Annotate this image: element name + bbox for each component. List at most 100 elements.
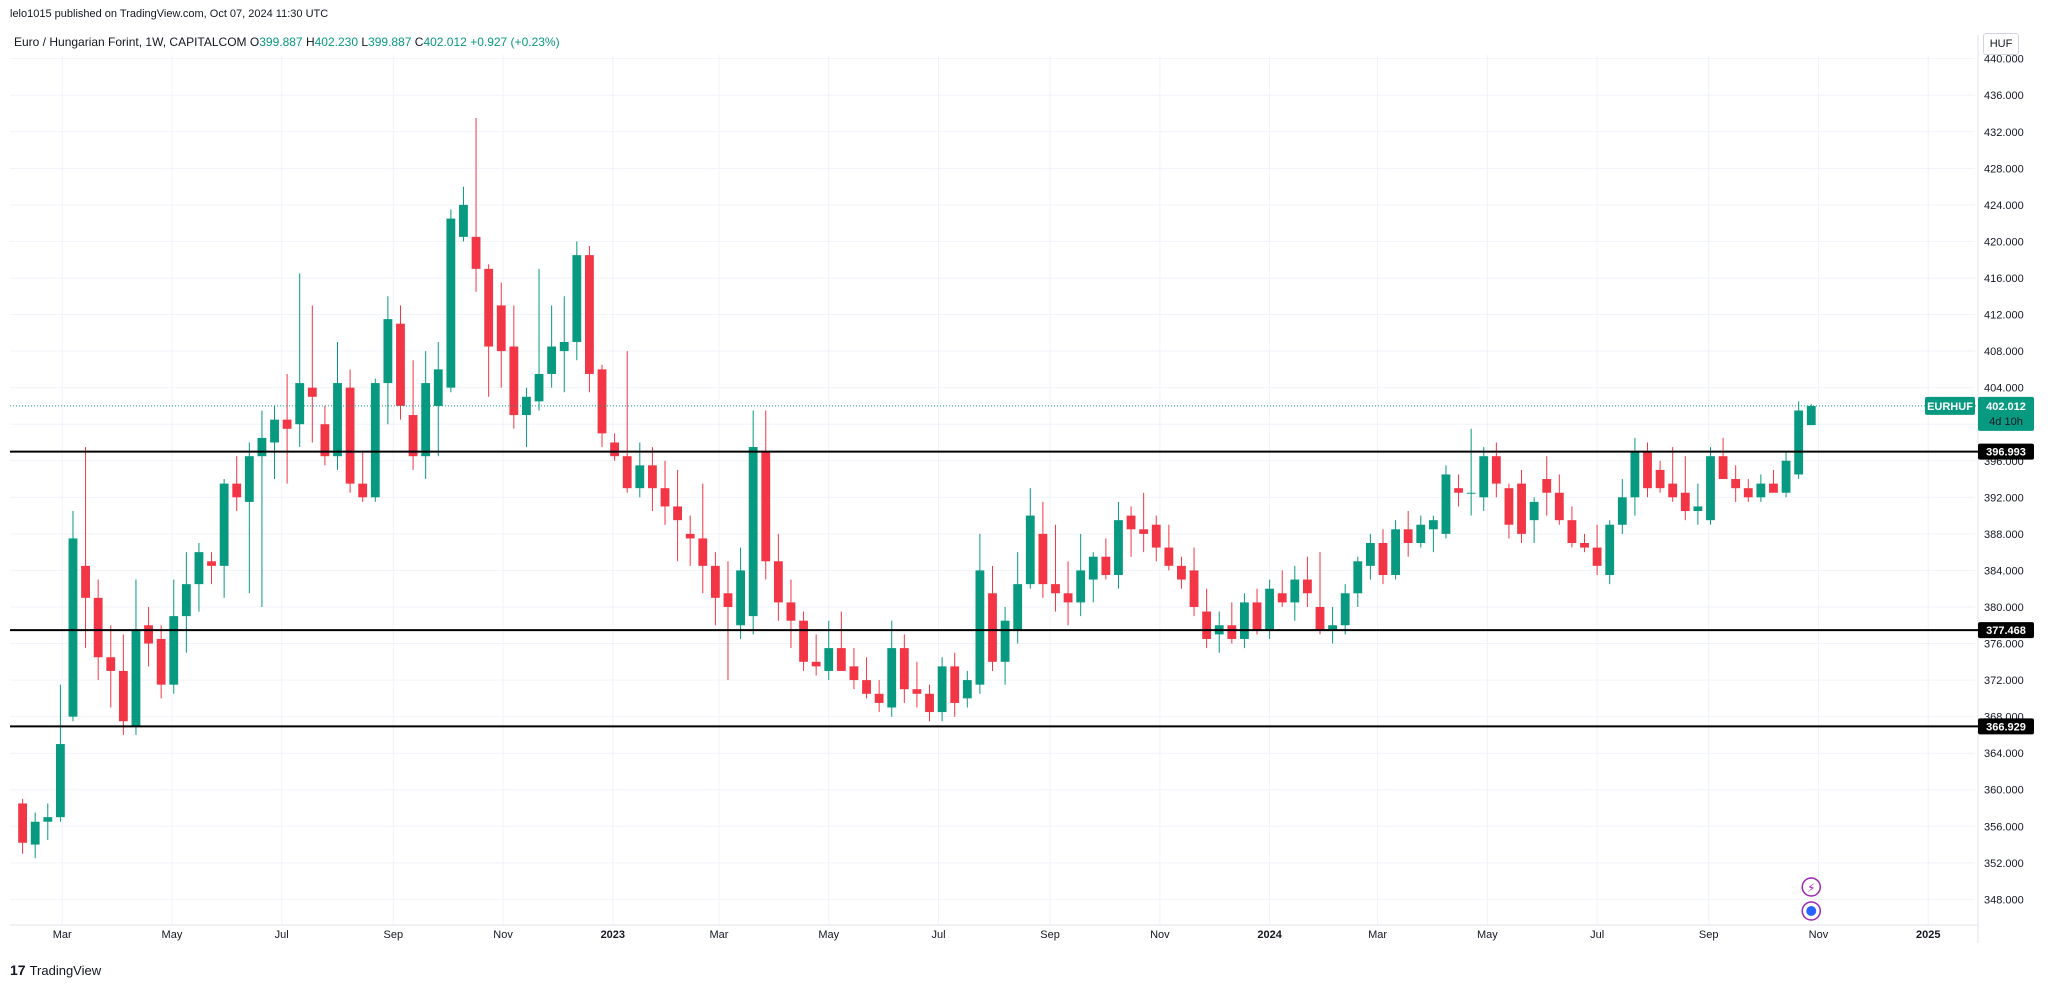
candle-down[interactable] bbox=[673, 506, 683, 521]
candle-down[interactable] bbox=[710, 565, 720, 598]
candle-up[interactable] bbox=[1806, 405, 1816, 426]
candle-up[interactable] bbox=[1605, 524, 1615, 575]
candle-up[interactable] bbox=[1756, 483, 1766, 498]
candle-down[interactable] bbox=[773, 561, 783, 603]
candle-down[interactable] bbox=[698, 538, 708, 566]
candle-up[interactable] bbox=[824, 648, 834, 671]
candle-up[interactable] bbox=[1693, 506, 1703, 512]
candle-up[interactable] bbox=[270, 419, 279, 443]
candle-up[interactable] bbox=[1340, 593, 1350, 626]
candle-up[interactable] bbox=[975, 570, 985, 685]
candle-down[interactable] bbox=[950, 666, 960, 703]
candle-up[interactable] bbox=[962, 680, 972, 699]
candle-up[interactable] bbox=[43, 817, 53, 822]
candle-down[interactable] bbox=[232, 483, 242, 498]
candle-down[interactable] bbox=[1491, 456, 1501, 484]
candle-up[interactable] bbox=[169, 616, 179, 685]
candle-down[interactable] bbox=[93, 597, 103, 658]
candle-down[interactable] bbox=[1643, 451, 1652, 489]
candle-up[interactable] bbox=[446, 218, 456, 388]
candle-down[interactable] bbox=[1302, 579, 1312, 594]
candle-up[interactable] bbox=[1076, 570, 1086, 603]
candle-up[interactable] bbox=[534, 373, 544, 402]
candle-down[interactable] bbox=[207, 561, 216, 566]
candle-down[interactable] bbox=[1567, 520, 1577, 544]
candle-up[interactable] bbox=[194, 552, 204, 585]
candle-down[interactable] bbox=[685, 533, 695, 539]
candle-up[interactable] bbox=[1441, 474, 1451, 534]
candle-up[interactable] bbox=[244, 456, 254, 502]
candle-down[interactable] bbox=[610, 442, 620, 457]
candle-down[interactable] bbox=[1554, 492, 1564, 521]
candle-up[interactable] bbox=[370, 383, 380, 498]
candle-down[interactable] bbox=[81, 565, 90, 598]
candle-up[interactable] bbox=[1479, 456, 1489, 498]
candle-down[interactable] bbox=[849, 666, 859, 681]
currency-button[interactable]: HUF bbox=[1983, 33, 2019, 55]
candle-down[interactable] bbox=[1680, 492, 1690, 512]
candle-up[interactable] bbox=[1416, 524, 1426, 544]
candle-up[interactable] bbox=[421, 383, 431, 457]
candle-down[interactable] bbox=[1315, 606, 1325, 630]
candle-up[interactable] bbox=[635, 465, 645, 489]
candle-down[interactable] bbox=[786, 602, 796, 621]
candle-up[interactable] bbox=[1353, 561, 1363, 594]
candle-up[interactable] bbox=[459, 204, 468, 237]
candle-up[interactable] bbox=[30, 821, 40, 845]
candle-down[interactable] bbox=[912, 689, 922, 694]
candle-up[interactable] bbox=[547, 346, 557, 374]
candle-down[interactable] bbox=[1227, 625, 1237, 639]
candle-down[interactable] bbox=[509, 346, 519, 416]
candle-up[interactable] bbox=[433, 369, 443, 406]
candle-up[interactable] bbox=[1365, 543, 1375, 566]
candle-down[interactable] bbox=[585, 255, 594, 374]
candle-down[interactable] bbox=[18, 803, 28, 843]
candle-up[interactable] bbox=[559, 341, 569, 352]
candle-down[interactable] bbox=[320, 424, 330, 457]
candle-up[interactable] bbox=[1617, 497, 1627, 525]
candle-down[interactable] bbox=[1252, 602, 1262, 630]
candle-down[interactable] bbox=[1038, 533, 1048, 585]
candle-down[interactable] bbox=[1655, 469, 1665, 489]
candle-down[interactable] bbox=[282, 419, 292, 429]
candle-up[interactable] bbox=[383, 319, 393, 384]
candle-up[interactable] bbox=[1794, 410, 1804, 475]
candle-down[interactable] bbox=[597, 369, 607, 434]
candle-down[interactable] bbox=[1668, 483, 1678, 498]
candle-down[interactable] bbox=[1592, 547, 1602, 566]
candle-down[interactable] bbox=[862, 680, 871, 694]
candle-down[interactable] bbox=[496, 305, 506, 352]
candle-down[interactable] bbox=[925, 693, 934, 713]
candle-down[interactable] bbox=[1378, 543, 1388, 575]
candle-up[interactable] bbox=[937, 666, 947, 713]
candle-up[interactable] bbox=[131, 629, 141, 726]
candle-up[interactable] bbox=[1290, 579, 1300, 603]
candle-up[interactable] bbox=[1630, 451, 1640, 498]
candle-down[interactable] bbox=[1277, 593, 1287, 603]
candle-down[interactable] bbox=[1504, 488, 1514, 525]
candle-up[interactable] bbox=[1706, 456, 1715, 521]
candle-down[interactable] bbox=[1151, 524, 1161, 548]
candle-up[interactable] bbox=[1265, 588, 1275, 630]
candle-down[interactable] bbox=[1063, 593, 1073, 603]
candle-down[interactable] bbox=[156, 638, 166, 685]
candle-up[interactable] bbox=[736, 570, 745, 626]
candle-down[interactable] bbox=[811, 661, 821, 667]
candle-down[interactable] bbox=[1164, 547, 1174, 566]
candle-up[interactable] bbox=[572, 255, 582, 342]
candle-down[interactable] bbox=[1769, 483, 1778, 493]
candle-down[interactable] bbox=[1454, 488, 1463, 493]
candle-down[interactable] bbox=[345, 387, 355, 484]
candle-up[interactable] bbox=[295, 383, 305, 425]
candle-up[interactable] bbox=[1025, 515, 1035, 585]
candle-down[interactable] bbox=[307, 387, 317, 397]
candle-up[interactable] bbox=[333, 383, 342, 457]
candle-down[interactable] bbox=[988, 593, 997, 662]
candle-down[interactable] bbox=[1177, 565, 1186, 580]
candle-down[interactable] bbox=[723, 593, 733, 607]
candle-down[interactable] bbox=[1126, 515, 1136, 530]
candle-up[interactable] bbox=[1114, 520, 1123, 575]
candle-down[interactable] bbox=[1403, 529, 1413, 544]
candle-up[interactable] bbox=[181, 584, 191, 617]
